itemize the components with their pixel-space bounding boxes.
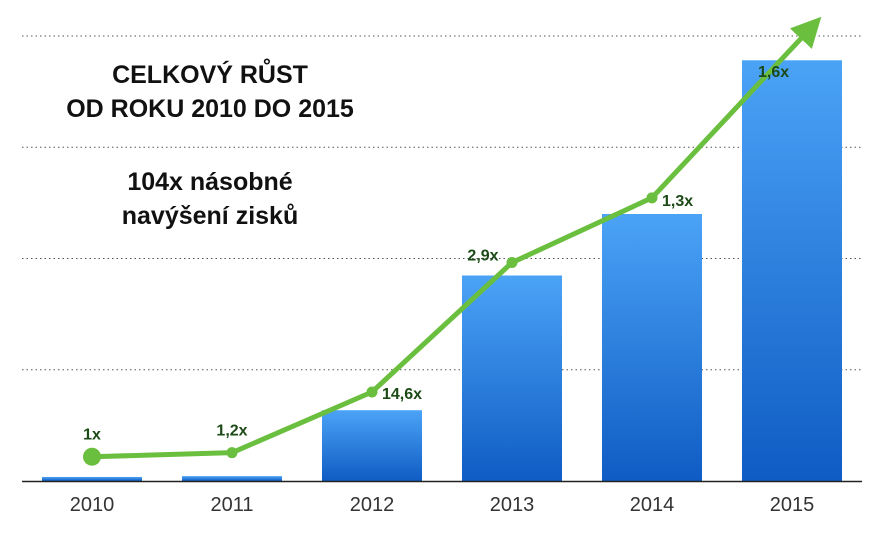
title-line2: OD ROKU 2010 DO 2015 [66,95,354,123]
growth-marker [83,447,101,466]
growth-label: 1,6x [758,64,789,81]
x-tick-label: 2015 [770,494,815,516]
title-line1: CELKOVÝ RŮST [112,61,308,89]
x-tick-label: 2014 [630,494,675,516]
bar [602,214,702,481]
growth-marker [506,257,518,269]
bar [322,410,422,481]
x-tick-label: 2010 [70,494,115,516]
x-tick-label: 2012 [350,494,395,516]
growth-label: 1x [83,427,101,444]
bar [742,60,842,481]
x-tick-label: 2013 [490,494,535,516]
growth-label: 1,3x [662,193,693,210]
growth-label: 1,2x [216,423,247,440]
bar [42,476,142,481]
growth-marker [226,447,238,459]
subtitle-line2: navýšení zisků [121,202,299,230]
subtitle-line1: 104x násobné [127,168,293,196]
growth-marker [646,192,658,204]
growth-label: 2,9x [467,248,498,265]
bar [462,275,562,481]
growth-label: 14,6x [382,386,422,403]
bar [182,476,282,481]
growth-line [89,16,822,460]
growth-marker [366,386,378,398]
x-tick-label: 2011 [210,494,253,516]
